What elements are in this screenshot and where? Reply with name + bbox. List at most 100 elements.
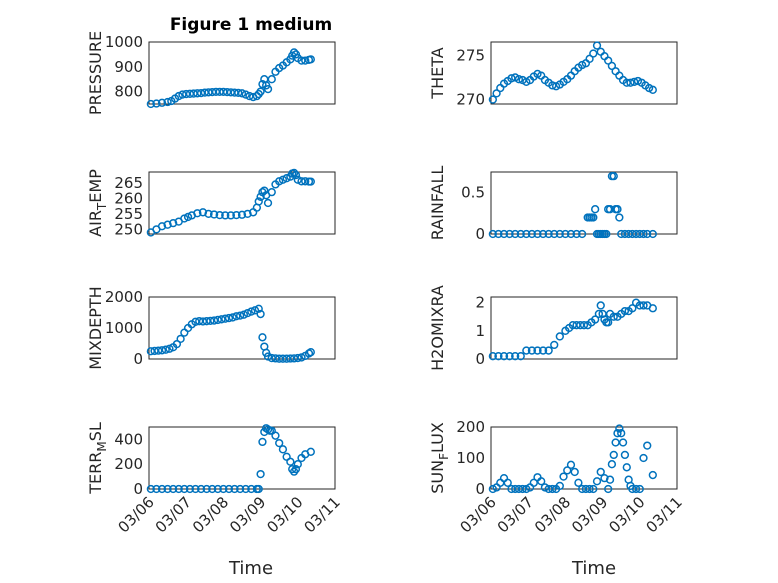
data-point: [648, 85, 657, 94]
x-tick-label: 03/10: [263, 493, 306, 536]
data-point: [235, 484, 245, 494]
series-markers: [488, 424, 657, 494]
data-point: [533, 346, 542, 355]
data-point: [241, 90, 250, 99]
data-point: [260, 186, 269, 195]
y-axis-label: TERRMSL: [86, 422, 109, 495]
y-tick-label: 200: [456, 418, 485, 436]
data-point: [591, 315, 600, 324]
data-point: [511, 229, 520, 239]
data-point: [278, 175, 288, 184]
data-point: [559, 472, 568, 481]
data-point: [648, 470, 657, 480]
data-point: [626, 78, 635, 87]
x-tick-label: 03/09: [568, 493, 611, 536]
data-point: [232, 210, 241, 220]
data-point: [243, 209, 252, 219]
data-point: [306, 447, 315, 456]
axes-frame: [148, 426, 336, 490]
data-point: [527, 229, 537, 239]
axes-frame: [490, 41, 678, 105]
data-point: [306, 177, 315, 186]
y-tick-label: 0: [475, 225, 485, 243]
data-point: [505, 352, 514, 361]
data-point: [555, 229, 564, 239]
data-point: [522, 229, 531, 239]
x-tick-label: 03/07: [152, 493, 195, 536]
data-point: [609, 312, 618, 321]
y-tick-label: 0: [133, 350, 143, 368]
y-axis-label-main: SUN: [428, 460, 447, 494]
data-point: [165, 344, 174, 353]
data-point: [198, 208, 208, 217]
data-point: [169, 484, 178, 494]
series-markers: [146, 424, 315, 494]
data-point: [604, 484, 613, 494]
data-point: [163, 97, 172, 107]
y-tick-label: 0.5: [461, 184, 485, 202]
y-tick-label: 800: [114, 83, 143, 101]
data-point: [566, 460, 576, 469]
data-point: [511, 352, 520, 361]
data-point: [209, 210, 219, 219]
data-point: [282, 174, 291, 183]
data-point: [533, 229, 542, 239]
axes-frame: [490, 171, 678, 235]
data-point: [224, 313, 234, 323]
data-point: [286, 457, 295, 466]
data-point: [152, 484, 161, 494]
data-point: [589, 213, 598, 222]
data-point: [615, 424, 624, 433]
data-point: [529, 478, 538, 487]
data-point: [235, 311, 245, 320]
y-tick-label: 1: [475, 322, 485, 340]
data-point: [522, 346, 531, 355]
axes-frame: [148, 171, 336, 235]
data-point: [213, 315, 222, 325]
data-point: [635, 484, 644, 494]
data-point: [522, 484, 531, 494]
data-point: [180, 214, 189, 223]
data-point: [572, 229, 581, 239]
data-point: [191, 484, 200, 494]
y-tick-label: 255: [114, 205, 143, 223]
data-point: [574, 478, 583, 487]
data-point: [555, 332, 564, 341]
y-axis-label: RAINFALL: [428, 166, 447, 241]
data-point: [499, 352, 509, 361]
data-point: [605, 475, 615, 484]
y-tick-label: 0: [475, 350, 485, 368]
data-point: [157, 98, 167, 107]
data-point: [241, 484, 250, 494]
data-point: [301, 56, 310, 65]
data-point: [267, 188, 276, 197]
data-point: [196, 484, 206, 494]
data-point: [488, 229, 498, 239]
data-point: [275, 438, 284, 448]
data-point: [163, 484, 172, 494]
data-point: [596, 301, 605, 310]
data-point: [561, 229, 570, 239]
data-point: [592, 477, 602, 486]
axes-frame: [148, 296, 336, 360]
data-point: [609, 171, 618, 181]
data-point: [146, 484, 156, 494]
y-axis-label-subscript: F: [437, 453, 451, 460]
x-tick-label: 03/11: [301, 493, 344, 536]
data-point: [224, 484, 234, 494]
y-axis-label-main: TERR: [86, 452, 105, 495]
y-axis-label-main: THETA: [428, 47, 447, 99]
data-point: [293, 460, 302, 469]
data-point: [570, 467, 579, 477]
data-point: [555, 481, 564, 491]
y-axis-label-main: H2OMIXRA: [428, 285, 447, 371]
data-point: [585, 54, 594, 63]
data-point: [494, 352, 503, 361]
x-axis-label-right: Time: [571, 558, 616, 579]
data-point: [503, 478, 512, 487]
y-tick-label: 270: [456, 91, 485, 109]
data-point: [234, 88, 243, 97]
